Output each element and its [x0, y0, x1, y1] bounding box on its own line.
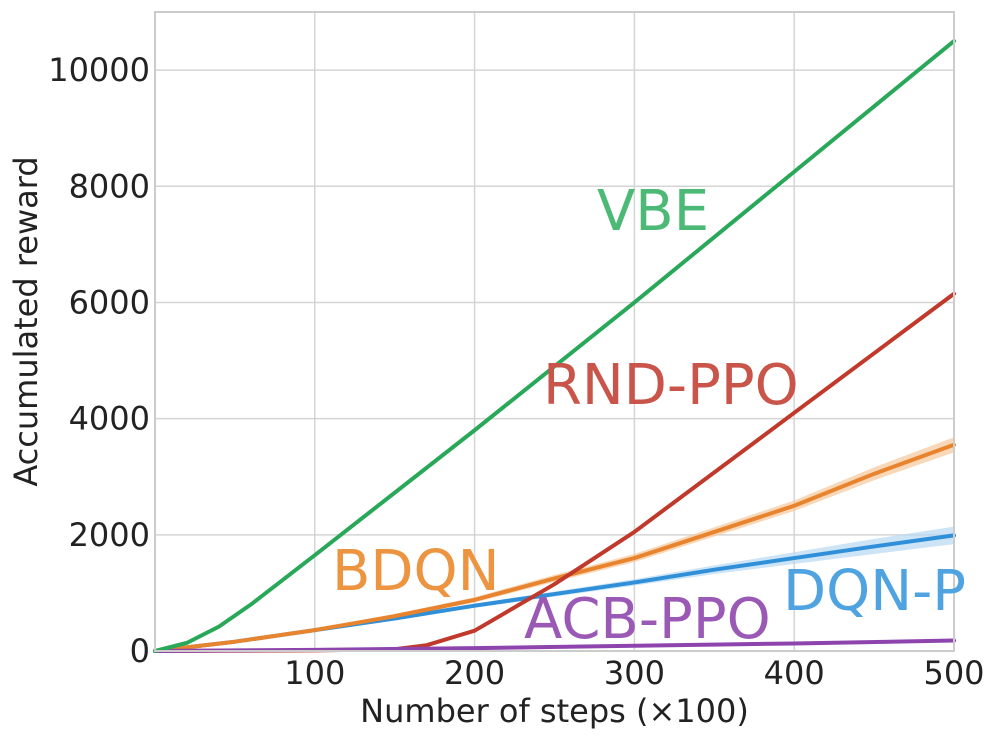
- series-label-acb-ppo: ACB-PPO: [524, 587, 771, 652]
- y-tick-label: 4000: [69, 400, 150, 438]
- series-label-bdqn: BDQN: [332, 539, 500, 604]
- band-dqn-p: [155, 526, 954, 651]
- y-axis-label: Accumulated reward: [7, 156, 45, 486]
- x-tick-label: 400: [764, 654, 825, 692]
- plot-frame: [154, 11, 955, 652]
- series-line-vbe: [153, 39, 956, 653]
- series-label-rnd-ppo: RND-PPO: [543, 353, 799, 418]
- series-label-vbe: VBE: [597, 179, 709, 244]
- y-tick-label: 8000: [69, 167, 150, 205]
- y-tick-label: 6000: [69, 283, 150, 321]
- series-label-dqn-p: DQN-P: [783, 559, 966, 624]
- x-tick-label: 100: [284, 654, 345, 692]
- series-line-bdqn: [153, 442, 956, 653]
- confidence-bands: [155, 437, 954, 651]
- tick-labels: 100 200 300 400 500 0 2000 4000 6000 8000 10000: [48, 51, 984, 692]
- x-tick-label: 500: [923, 654, 984, 692]
- x-tick-label: 200: [444, 654, 505, 692]
- x-axis-label: Number of steps (×100): [360, 692, 749, 730]
- y-tick-label: 10000: [48, 51, 150, 89]
- y-tick-label: 2000: [69, 516, 150, 554]
- y-tick-label: 0: [130, 632, 150, 670]
- x-tick-label: 300: [604, 654, 665, 692]
